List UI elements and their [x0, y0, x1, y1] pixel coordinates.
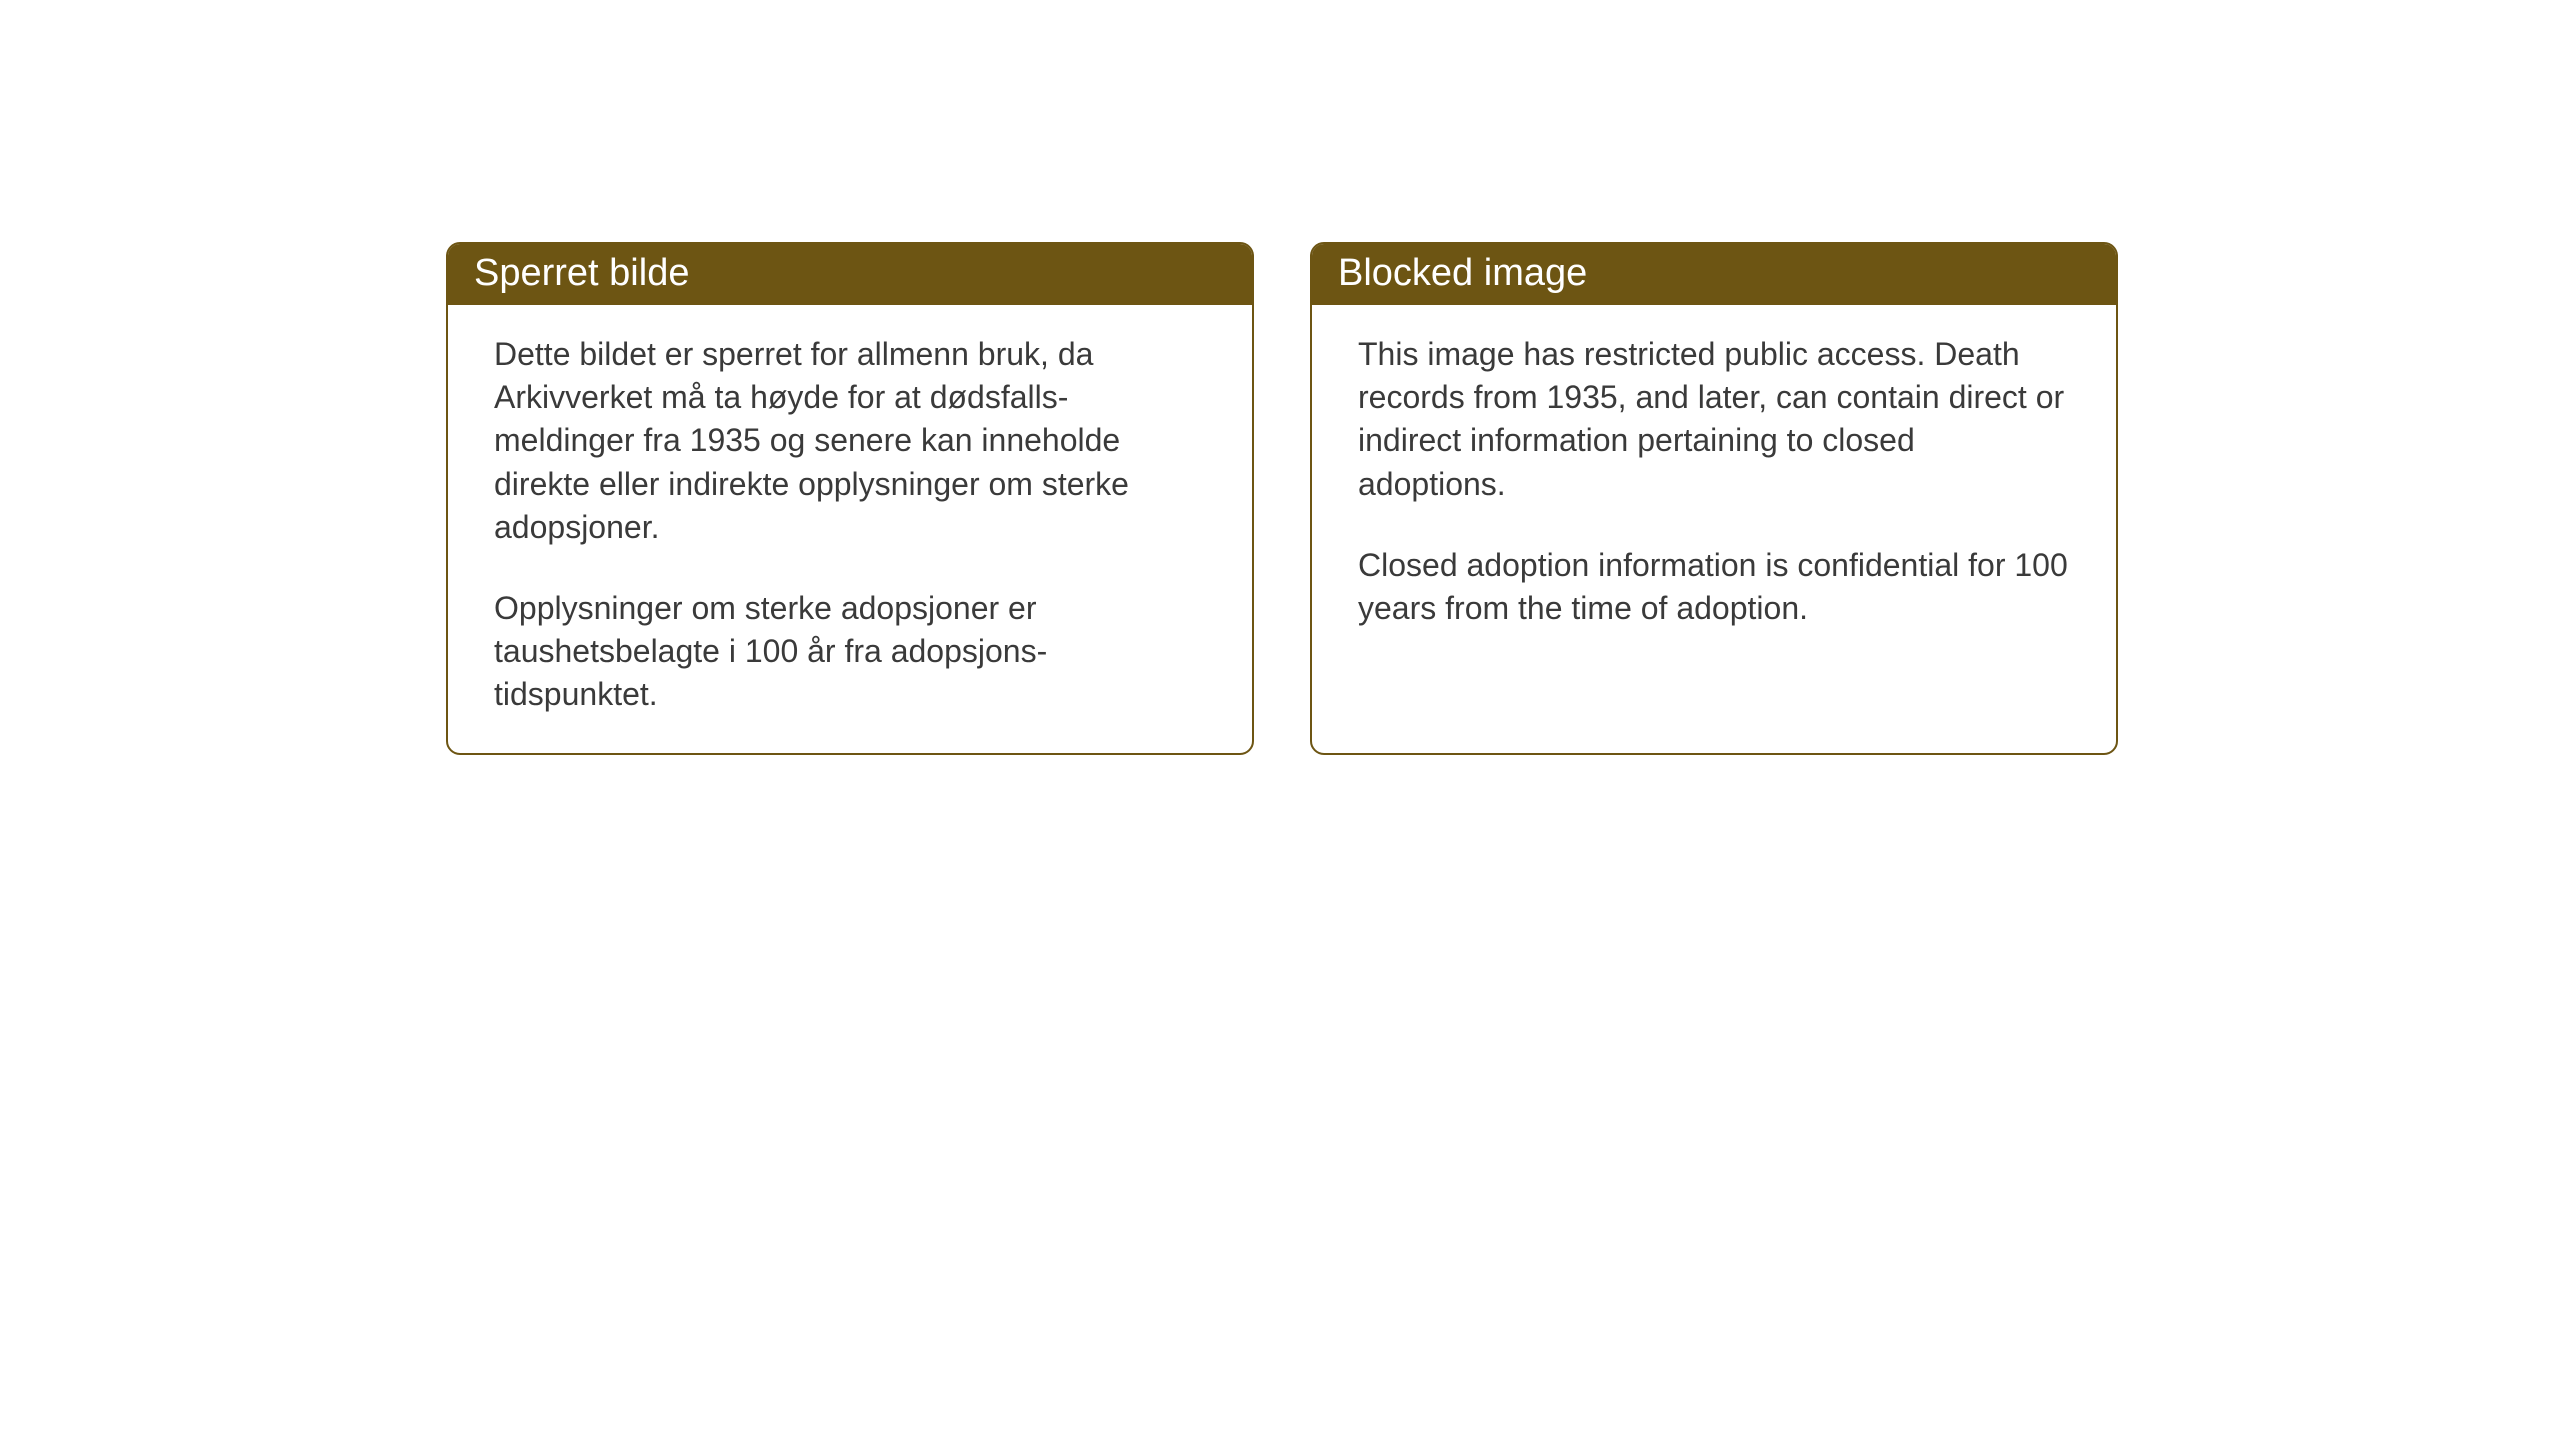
- notice-paragraph-2-english: Closed adoption information is confident…: [1358, 544, 2070, 630]
- notice-container: Sperret bilde Dette bildet er sperret fo…: [0, 0, 2560, 755]
- card-header-english: Blocked image: [1312, 244, 2116, 305]
- notice-card-english: Blocked image This image has restricted …: [1310, 242, 2118, 755]
- notice-paragraph-2-norwegian: Opplysninger om sterke adopsjoner er tau…: [494, 587, 1206, 717]
- card-body-norwegian: Dette bildet er sperret for allmenn bruk…: [448, 305, 1252, 753]
- notice-paragraph-1-english: This image has restricted public access.…: [1358, 333, 2070, 506]
- card-header-norwegian: Sperret bilde: [448, 244, 1252, 305]
- card-body-english: This image has restricted public access.…: [1312, 305, 2116, 666]
- notice-paragraph-1-norwegian: Dette bildet er sperret for allmenn bruk…: [494, 333, 1206, 549]
- notice-card-norwegian: Sperret bilde Dette bildet er sperret fo…: [446, 242, 1254, 755]
